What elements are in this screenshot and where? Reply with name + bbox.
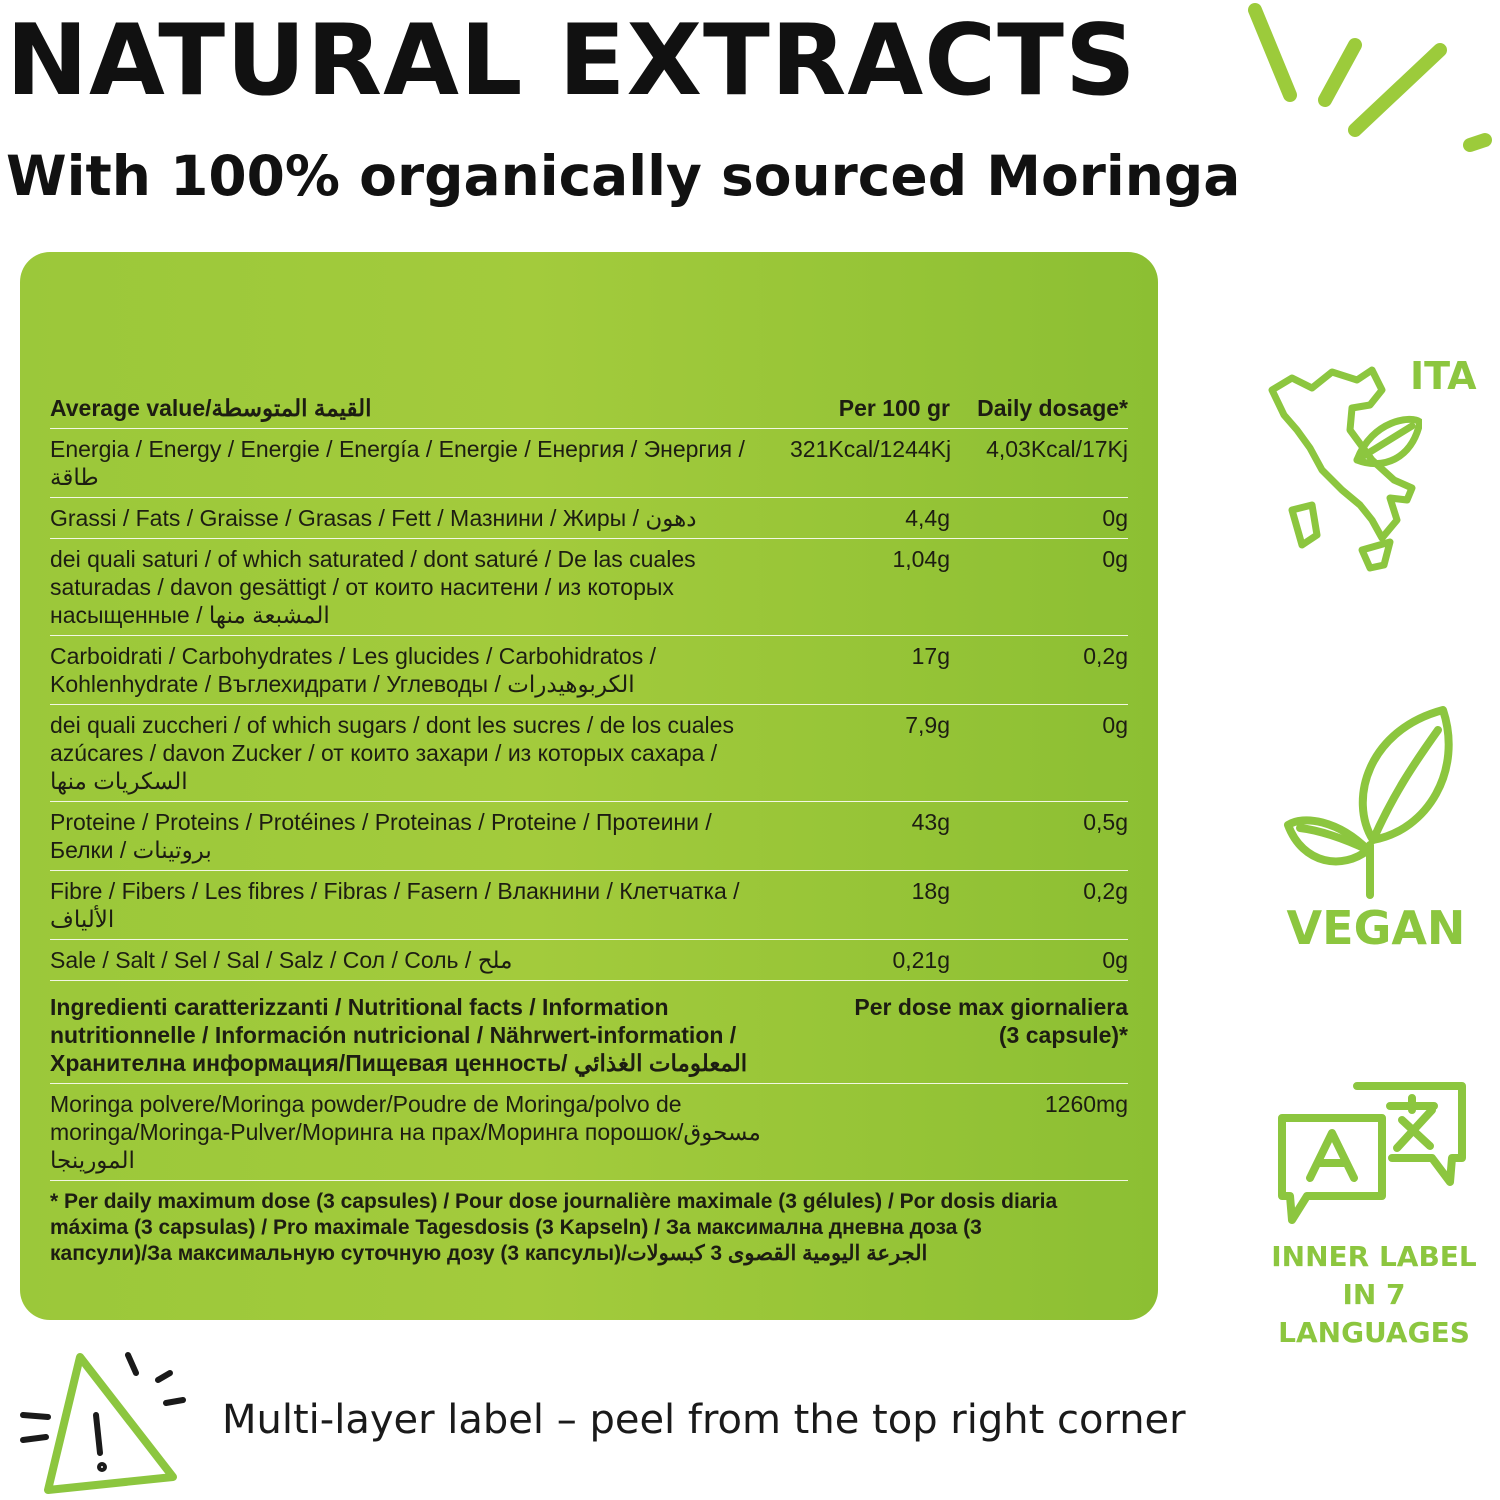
table-footnote: * Per daily maximum dose (3 capsules) / … <box>50 1190 1058 1265</box>
row-daily-dosage: 0,2g <box>1083 643 1128 669</box>
header-average-value: Average value/القيمة المتوسطة <box>50 395 372 421</box>
row-daily-dosage: 0,2g <box>1083 878 1128 904</box>
row-label: Carboidrati / Carbohydrates / Les glucid… <box>50 643 656 697</box>
moringa-row: Moringa polvere/Moringa powder/Poudre de… <box>50 1084 1128 1181</box>
row-per-100gr: 4,4g <box>905 505 950 531</box>
row-daily-dosage: 0g <box>1102 546 1128 572</box>
table-row: Fibre / Fibers / Les fibres / Fibras / F… <box>50 871 1128 940</box>
row-label: dei quali zuccheri / of which sugars / d… <box>50 712 734 794</box>
table-row: dei quali zuccheri / of which sugars / d… <box>50 705 1128 802</box>
table-row: Sale / Salt / Sel / Sal / Salz / Сол / С… <box>50 940 1128 981</box>
row-label: Fibre / Fibers / Les fibres / Fibras / F… <box>50 878 740 932</box>
italy-leaf-icon <box>1268 366 1422 572</box>
header-daily-dosage: Daily dosage* <box>977 395 1128 421</box>
ingredients-header-row: Ingredienti caratterizzanti / Nutritiona… <box>50 987 1128 1084</box>
row-per-100gr: 0,21g <box>892 947 950 973</box>
moringa-label: Moringa polvere/Moringa powder/Poudre de… <box>50 1091 761 1173</box>
languages-badge-label: INNER LABEL IN 7 LANGUAGES <box>1271 1240 1477 1349</box>
table-header-row: Average value/القيمة المتوسطة Per 100 gr… <box>50 388 1128 429</box>
sparkle-rays-icon <box>1248 3 1492 152</box>
ingredients-header-label: Ingredienti caratterizzanti / Nutritiona… <box>50 994 748 1076</box>
row-per-100gr: 43g <box>911 809 950 835</box>
row-label: Energia / Energy / Energie / Energía / E… <box>50 436 745 490</box>
nutrition-table: Average value/القيمة المتوسطة Per 100 gr… <box>50 388 1128 1267</box>
row-label: Sale / Salt / Sel / Sal / Salz / Сол / С… <box>50 947 513 973</box>
row-daily-dosage: 4,03Kcal/17Kj <box>986 436 1128 462</box>
languages-icon <box>1278 1082 1466 1224</box>
row-daily-dosage: 0g <box>1102 505 1128 531</box>
table-row: Grassi / Fats / Graisse / Grasas / Fett … <box>50 498 1128 539</box>
table-row: Energia / Energy / Energie / Energía / E… <box>50 429 1128 498</box>
row-per-100gr: 321Kcal/1244Kj <box>790 436 952 462</box>
row-daily-dosage: 0g <box>1102 947 1128 973</box>
ingredients-header-dose: Per dose max giornaliera (3 capsule)* <box>854 994 1128 1048</box>
ita-badge-label: ITA <box>1410 354 1477 398</box>
page-title: NATURAL EXTRACTS <box>6 4 1137 118</box>
header-per-100gr: Per 100 gr <box>838 395 950 421</box>
page-subtitle: With 100% organically sourced Moringa <box>6 144 1241 208</box>
row-per-100gr: 17g <box>911 643 950 669</box>
row-label: Proteine / Proteins / Protéines / Protei… <box>50 809 712 863</box>
row-daily-dosage: 0,5g <box>1083 809 1128 835</box>
table-row: Carboidrati / Carbohydrates / Les glucid… <box>50 636 1128 705</box>
row-per-100gr: 1,04g <box>892 546 950 572</box>
nutrition-panel <box>20 252 1158 1320</box>
row-label: dei quali saturi / of which saturated / … <box>50 546 696 628</box>
table-row: dei quali saturi / of which saturated / … <box>50 539 1128 636</box>
row-per-100gr: 7,9g <box>905 712 950 738</box>
warning-triangle-icon <box>20 1352 186 1494</box>
vegan-leaf-icon <box>1284 706 1453 899</box>
peel-instruction-text: Multi-layer label – peel from the top ri… <box>222 1397 1186 1443</box>
table-row: Proteine / Proteins / Protéines / Protei… <box>50 802 1128 871</box>
moringa-value: 1260mg <box>1044 1091 1128 1117</box>
row-label: Grassi / Fats / Graisse / Grasas / Fett … <box>50 505 697 531</box>
vegan-badge-label: VEGAN <box>1286 901 1466 955</box>
row-daily-dosage: 0g <box>1102 712 1128 738</box>
row-per-100gr: 18g <box>911 878 950 904</box>
